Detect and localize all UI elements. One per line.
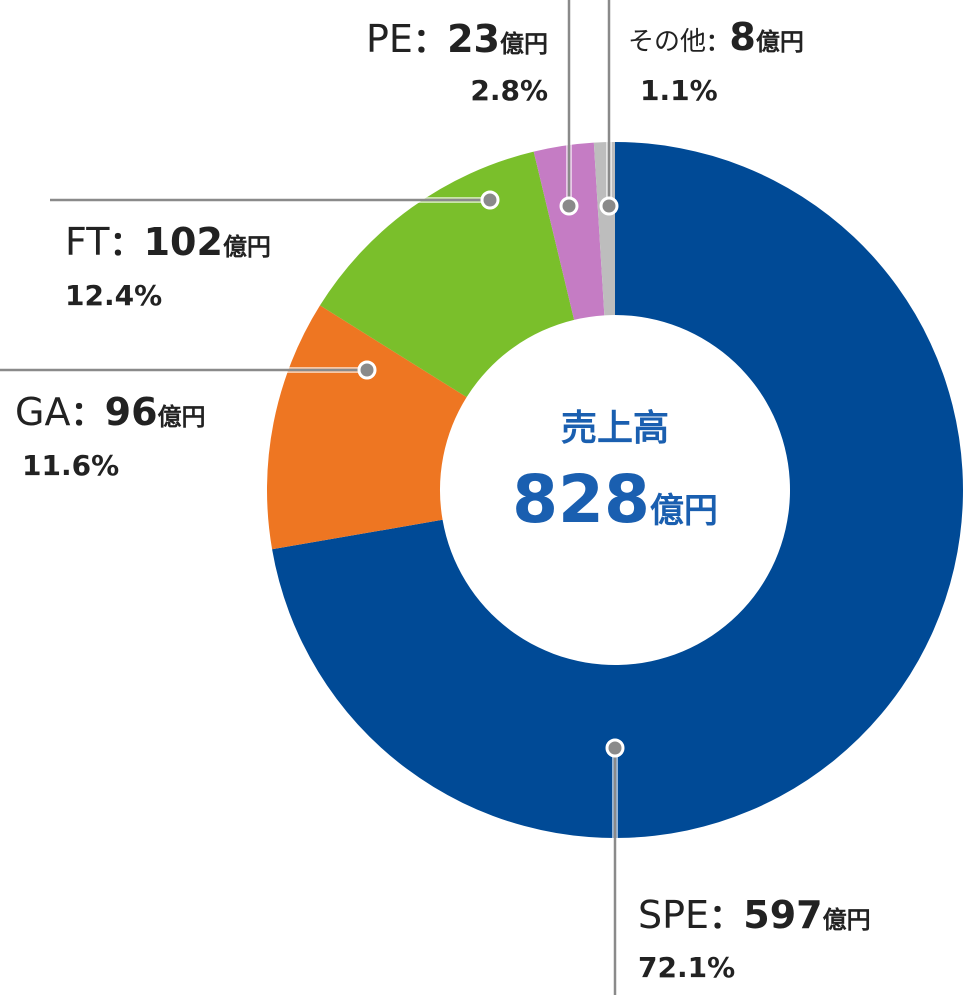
slice-label: GA：96億円	[15, 390, 206, 434]
unit: 億円	[823, 906, 871, 934]
unit: 億円	[158, 403, 206, 431]
leader-dot	[480, 190, 500, 210]
percentage-label: 2.8%	[470, 74, 548, 107]
separator: ：	[709, 897, 743, 937]
slice-label: SPE：597億円	[638, 893, 871, 937]
category-name: GA	[15, 390, 70, 434]
category-name: FT	[65, 220, 110, 264]
value-label: 102	[144, 220, 223, 264]
total-unit: 億円	[650, 491, 718, 531]
slice-label: PE：23億円	[366, 17, 548, 61]
donut	[267, 142, 963, 838]
unit: 億円	[756, 28, 804, 56]
value-label: 23	[447, 17, 500, 61]
donut-slice	[272, 142, 963, 838]
percentage-label: 72.1%	[638, 951, 735, 984]
total-value: 828	[512, 461, 650, 538]
leader-dot	[599, 196, 619, 216]
value-label: 597	[743, 893, 822, 937]
percentage-label: 1.1%	[640, 74, 718, 107]
unit: 億円	[223, 233, 271, 261]
center-total: 828億円	[512, 461, 718, 538]
donut-slice	[533, 142, 605, 320]
category-name: その他	[628, 27, 706, 57]
donut-slice	[319, 151, 575, 398]
value-label: 8	[729, 15, 755, 59]
center-label: 売上高	[561, 408, 669, 449]
leader-dot	[605, 738, 625, 758]
category-name: PE	[366, 17, 413, 61]
category-name: SPE	[638, 893, 709, 937]
separator: ：	[706, 28, 729, 56]
value-label: 96	[105, 390, 158, 434]
slice-label: その他：8億円	[628, 15, 804, 59]
leader-dot	[357, 360, 377, 380]
slice-label: FT：102億円	[65, 220, 271, 264]
separator: ：	[109, 224, 143, 264]
leader-dot	[559, 196, 579, 216]
donut-slice	[267, 305, 467, 550]
percentage-label: 11.6%	[22, 449, 119, 482]
unit: 億円	[500, 30, 548, 58]
percentage-label: 12.4%	[65, 279, 162, 312]
leader-lines	[0, 0, 625, 995]
separator: ：	[70, 394, 104, 434]
labels: SPE：597億円72.1%GA：96億円11.6%FT：102億円12.4%P…	[15, 15, 871, 984]
separator: ：	[413, 21, 447, 61]
